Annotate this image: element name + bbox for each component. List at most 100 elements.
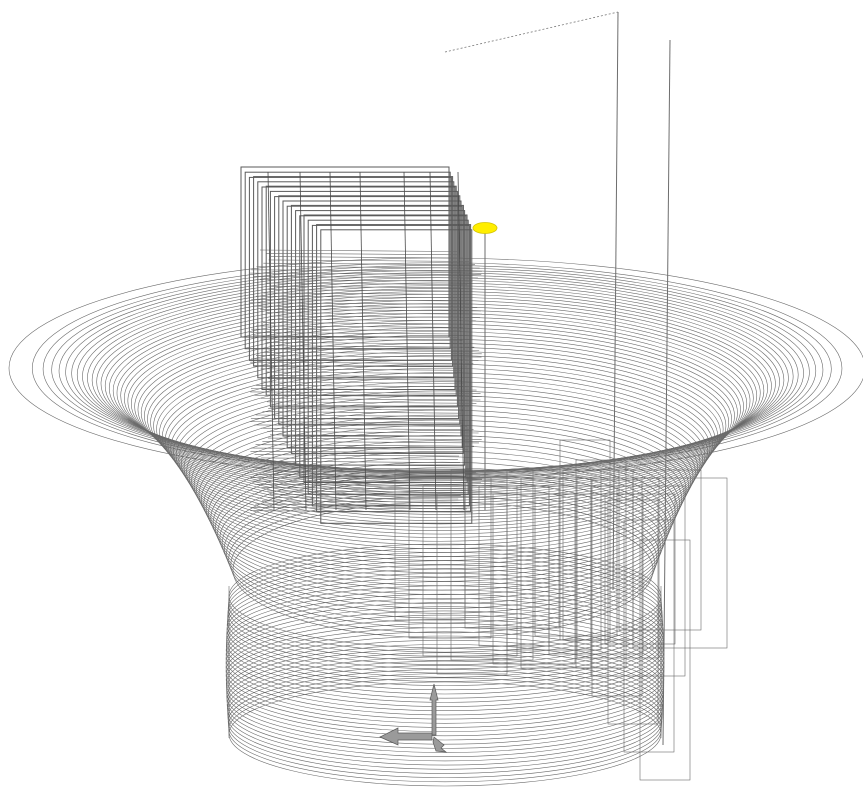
funnel-ring — [181, 385, 701, 542]
cylinder-ring — [227, 664, 663, 770]
stack-hatch — [250, 507, 467, 510]
stack-hatch — [267, 490, 466, 493]
stack-divider — [329, 171, 337, 511]
cylinder-ring — [226, 581, 664, 686]
stack-hatch — [269, 375, 459, 378]
funnel-ring — [215, 456, 670, 600]
tall-plane-edge — [612, 11, 619, 591]
stack-hatch — [266, 282, 467, 285]
funnel-ring — [162, 355, 719, 518]
cylinder-ring — [226, 635, 664, 741]
funnel-ring — [112, 300, 765, 482]
stack-hatch — [250, 450, 463, 454]
stack-hatch — [254, 454, 460, 457]
cylinder-ring — [225, 610, 665, 716]
cylinder-ring — [225, 623, 665, 728]
cylinder-ring — [225, 631, 665, 737]
stack-divider — [403, 171, 411, 511]
cylinder-ring — [227, 660, 663, 766]
stack-hatch — [269, 404, 471, 407]
stack-hatch — [250, 272, 482, 275]
stack-hatch — [250, 391, 481, 394]
stack-hatch — [260, 368, 463, 371]
stack-hatch — [263, 262, 475, 266]
cylinder-ring — [225, 598, 665, 703]
stack-hatch — [253, 276, 478, 279]
plane-frame — [548, 493, 644, 655]
plane-frame — [607, 499, 659, 725]
stack-frame — [278, 195, 461, 425]
stack-hatch — [267, 467, 471, 470]
stack-hatch — [268, 408, 465, 411]
stack-hatch — [262, 351, 482, 355]
plane-frame — [450, 469, 534, 661]
cylinder-ring — [226, 652, 664, 758]
cylinder-ring — [225, 627, 665, 732]
stack-hatch — [267, 401, 477, 404]
funnel-ring — [217, 461, 668, 605]
stack-hatch — [254, 424, 468, 427]
stack-hatch — [266, 342, 469, 345]
stack-hatch — [253, 335, 460, 338]
stack-hatch — [254, 394, 483, 398]
cylinder-ring — [226, 589, 664, 695]
selected-marker[interactable] — [472, 222, 498, 234]
axis-x-arrow — [379, 727, 433, 746]
stack-divider — [267, 171, 275, 511]
funnel-ring — [230, 495, 656, 634]
plane-frame — [575, 459, 627, 669]
stack-frame — [265, 185, 457, 396]
stack-hatch — [262, 470, 476, 473]
funnel-ring — [205, 435, 678, 582]
cylinder-ring — [225, 606, 665, 712]
plane-frame — [623, 519, 675, 753]
stack-hatch — [263, 292, 459, 295]
stack-hatch — [267, 460, 460, 464]
stack-hatch — [251, 269, 482, 272]
stack-hatch — [251, 358, 479, 361]
cylinder-ring — [227, 560, 663, 666]
plane-frame — [632, 477, 728, 649]
stack-hatch — [269, 256, 464, 259]
tall-plane-top — [444, 11, 619, 53]
funnel-ring — [201, 424, 683, 574]
axis-z-arrow — [429, 683, 439, 736]
cylinder-mesh — [225, 543, 665, 787]
plane-frame — [591, 479, 643, 697]
stack-hatch — [250, 421, 463, 424]
stack-hatch — [261, 427, 474, 431]
funnel-ring — [212, 451, 672, 595]
stack-hatch — [250, 302, 472, 305]
cylinder-ring — [227, 656, 663, 762]
cylinder-ring — [228, 673, 662, 778]
stack-hatch — [250, 477, 482, 480]
funnel-ring — [170, 367, 711, 528]
axis-y-arrow — [432, 736, 448, 753]
stack-hatch — [269, 464, 465, 467]
stack-divider — [457, 171, 465, 511]
stack-hatch — [256, 266, 480, 269]
stack-hatch — [256, 355, 482, 358]
plane-frame — [576, 477, 660, 659]
plane-frame — [464, 477, 560, 629]
funnel-ring — [203, 429, 680, 578]
funnel-ring — [183, 390, 699, 546]
stack-hatch — [269, 315, 481, 318]
funnel-ring — [191, 404, 692, 557]
funnel-ring — [175, 376, 706, 535]
cylinder-ring — [226, 644, 664, 749]
stack-hatch — [268, 437, 482, 440]
funnel-ring — [193, 409, 689, 561]
funnel-ring — [147, 335, 732, 504]
right-plane-stack — [394, 439, 728, 781]
funnel-ring — [228, 490, 658, 629]
stack-hatch — [250, 510, 473, 513]
cylinder-ring — [226, 577, 664, 682]
stack-hatch — [261, 487, 472, 490]
funnel-ring — [140, 327, 738, 499]
stack-frame — [257, 181, 455, 379]
funnel-ring — [196, 414, 687, 565]
stack-frame — [303, 214, 468, 483]
